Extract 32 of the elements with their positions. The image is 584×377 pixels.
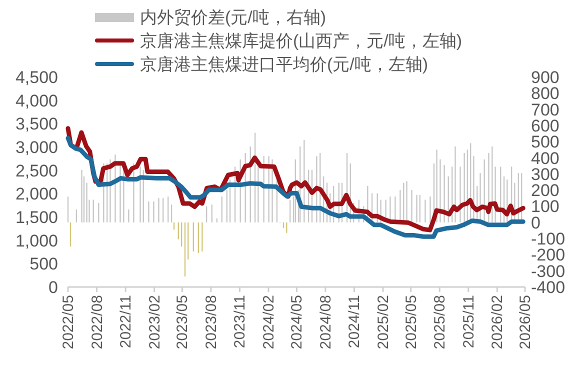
x-tick-label: 2024/02 bbox=[260, 295, 278, 350]
x-tick-label: 2025/05 bbox=[402, 295, 420, 350]
legend-label: 京唐港主焦煤进口平均价(元/吨，左轴) bbox=[140, 55, 428, 74]
x-tick-label: 2023/05 bbox=[174, 295, 192, 350]
y-tick-label: 3,500 bbox=[15, 114, 58, 134]
y-tick-label: 500 bbox=[30, 254, 58, 274]
x-tick-label: 2023/08 bbox=[202, 295, 220, 350]
x-tick-label: 2022/05 bbox=[60, 295, 77, 350]
x-tick-label: 2024/08 bbox=[317, 295, 334, 350]
x-tick-label: 2023/02 bbox=[146, 295, 164, 350]
x-tick-label: 2025/11 bbox=[460, 295, 478, 348]
y2-tick-label: -400 bbox=[531, 278, 566, 297]
y-tick-label: 4,000 bbox=[15, 91, 58, 110]
legend-label: 京唐港主焦煤库提价(山西产，元/吨，左轴) bbox=[140, 32, 462, 50]
y-tick-label: 4,500 bbox=[15, 68, 58, 87]
y-tick-label: 2,000 bbox=[15, 184, 58, 204]
x-tick-label: 2024/11 bbox=[346, 295, 364, 348]
y-tick-label: 3,000 bbox=[15, 138, 58, 157]
x-tick-label: 2022/11 bbox=[118, 295, 135, 348]
x-tick-label: 2022/08 bbox=[88, 295, 106, 350]
y-tick-label: 1,500 bbox=[15, 208, 58, 227]
x-tick-label: 2026/02 bbox=[489, 295, 506, 350]
x-tick-label: 2025/08 bbox=[432, 295, 449, 350]
y-tick-label: 2,500 bbox=[15, 161, 58, 180]
legend-label: 内外贸价差(元/吨，右轴) bbox=[140, 8, 326, 27]
y-tick-label: 1,000 bbox=[15, 231, 58, 250]
x-tick-label: 2025/02 bbox=[374, 295, 392, 350]
x-tick-label: 2024/05 bbox=[288, 295, 306, 350]
y2-tick-label: 900 bbox=[531, 68, 560, 87]
x-tick-label: 2023/11 bbox=[232, 295, 249, 348]
y-tick-label: 0 bbox=[48, 278, 58, 297]
x-tick-label: 2026/05 bbox=[517, 295, 534, 350]
